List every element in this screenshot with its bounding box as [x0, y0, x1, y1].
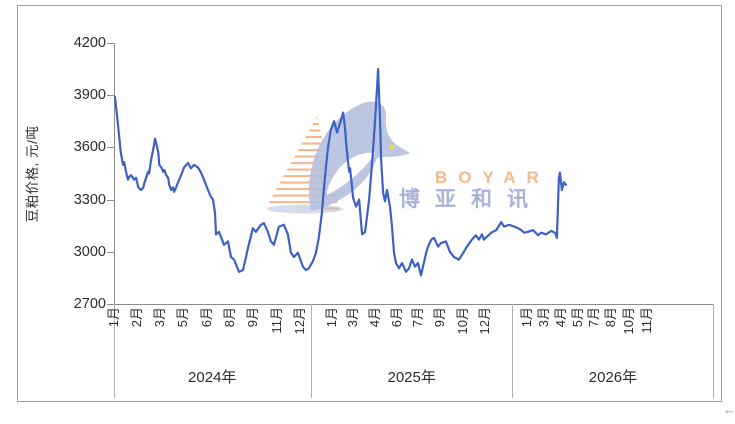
- month-label: 8月: [222, 307, 238, 328]
- scroll-left-arrow-icon[interactable]: ←: [723, 402, 735, 417]
- year-label: 2025年: [387, 369, 436, 386]
- month-label: 6月: [389, 307, 405, 328]
- y-tick-mark: [107, 147, 114, 149]
- month-label: 1月: [106, 307, 121, 328]
- year-separator: [512, 304, 514, 398]
- y-tick-label: 2700: [73, 296, 106, 312]
- price-line-series: [113, 68, 567, 277]
- y-tick-mark: [107, 95, 114, 97]
- y-tick-label: 3300: [73, 191, 106, 208]
- month-label: 11月: [638, 307, 654, 334]
- month-label: 6月: [199, 307, 215, 328]
- month-label: 5月: [569, 307, 585, 328]
- y-tick-label: 3900: [73, 87, 106, 104]
- plot-area: BOYAR 博亚和讯: [113, 43, 714, 305]
- month-label: 3月: [152, 307, 167, 328]
- month-label: 10月: [621, 307, 637, 335]
- month-label: 12月: [477, 307, 493, 335]
- boyar-chinese-wordmark: 博亚和讯: [399, 188, 543, 211]
- month-label: 1月: [519, 307, 534, 328]
- month-label: 3月: [536, 307, 552, 328]
- y-tick-label: 3000: [73, 243, 106, 260]
- y-tick-mark: [107, 251, 114, 253]
- month-label: 4月: [552, 307, 568, 328]
- year-separator: [712, 304, 714, 398]
- x-axis-band: 1月 2月 3月 5月 6月 8月 9月 11月 12月 2024年 1月 3月 4月 6月 7月 9月 10月…: [106, 304, 714, 399]
- year-separator: [310, 304, 312, 398]
- month-label: 1月: [323, 307, 339, 328]
- y-axis-title: 豆粕价格, 元/吨: [25, 125, 40, 223]
- year-label: 2026年: [588, 369, 638, 386]
- month-label: 2月: [129, 307, 144, 328]
- month-label: 11月: [268, 307, 284, 334]
- y-tick-mark: [107, 304, 114, 305]
- month-label: 4月: [366, 307, 382, 328]
- month-label: 5月: [175, 307, 190, 328]
- y-tick-mark: [107, 199, 114, 201]
- month-label: 9月: [431, 307, 447, 328]
- boyar-wordmark: BOYAR: [435, 168, 550, 187]
- y-tick-label: 4200: [73, 35, 106, 51]
- month-label: 3月: [345, 307, 360, 328]
- y-tick-mark: [107, 43, 114, 44]
- month-label: 10月: [454, 307, 470, 335]
- boyar-watermark-icon: [267, 101, 410, 214]
- month-label: 7月: [409, 307, 425, 328]
- month-label: 12月: [291, 307, 307, 335]
- year-label: 2024年: [188, 369, 237, 386]
- bird-eye-icon: [389, 144, 395, 150]
- month-label: 9月: [245, 307, 261, 328]
- month-label: 7月: [585, 307, 601, 328]
- month-label: 8月: [602, 307, 618, 328]
- y-tick-label: 3600: [73, 139, 106, 156]
- year-separator: [113, 304, 115, 398]
